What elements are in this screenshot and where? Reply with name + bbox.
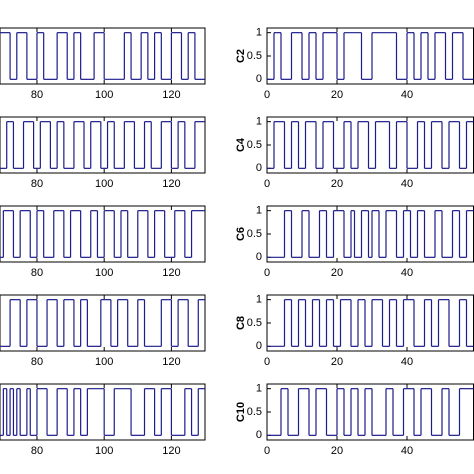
- y-tick-label: 0: [256, 162, 262, 174]
- axes-frame: [0, 116, 206, 174]
- y-tick-label: 1: [256, 205, 262, 217]
- axes-frame: [0, 383, 206, 441]
- x-tick-label: 20: [331, 89, 343, 101]
- y-tick-label: 0.5: [247, 406, 262, 418]
- y-tick-label: 1: [256, 27, 262, 39]
- y-tick-label: 0: [256, 251, 262, 263]
- x-tick-label: 40: [401, 178, 413, 190]
- y-tick-label: 0.5: [247, 317, 262, 329]
- x-tick-label: 40: [401, 267, 413, 279]
- x-tick-label: 0: [264, 445, 270, 457]
- axes-frame: [0, 27, 206, 85]
- x-tick-label: 0: [264, 89, 270, 101]
- x-tick-label: 80: [31, 89, 43, 101]
- x-tick-label: 20: [331, 267, 343, 279]
- x-tick-label: 120: [162, 267, 180, 279]
- y-tick-label: 0.5: [247, 139, 262, 151]
- x-tick-label: 20: [331, 178, 343, 190]
- y-axis-label: C2: [235, 49, 247, 63]
- axes-frame: [0, 205, 206, 263]
- axes-frame: [0, 294, 206, 352]
- y-axis-label: C8: [235, 316, 247, 330]
- x-tick-label: 20: [331, 356, 343, 368]
- y-tick-label: 1: [256, 294, 262, 306]
- x-tick-label: 40: [401, 445, 413, 457]
- x-tick-label: 80: [31, 178, 43, 190]
- x-tick-label: 100: [95, 89, 113, 101]
- x-tick-label: 100: [95, 267, 113, 279]
- x-tick-label: 80: [31, 445, 43, 457]
- x-tick-label: 120: [162, 89, 180, 101]
- x-tick-label: 20: [331, 445, 343, 457]
- y-tick-label: 1: [256, 383, 262, 395]
- y-axis-label: C4: [235, 137, 247, 152]
- x-tick-label: 0: [264, 356, 270, 368]
- y-axis-label: C6: [235, 227, 247, 241]
- y-tick-label: 1: [256, 116, 262, 128]
- y-tick-label: 0.5: [247, 228, 262, 240]
- axes-frame: [266, 27, 474, 85]
- x-tick-label: 100: [95, 445, 113, 457]
- y-tick-label: 0: [256, 73, 262, 85]
- x-tick-label: 100: [95, 356, 113, 368]
- y-tick-label: 0: [256, 429, 262, 441]
- x-tick-label: 120: [162, 356, 180, 368]
- x-tick-label: 120: [162, 445, 180, 457]
- x-tick-label: 100: [95, 178, 113, 190]
- x-tick-label: 0: [264, 267, 270, 279]
- x-tick-label: 40: [401, 89, 413, 101]
- x-tick-label: 80: [31, 356, 43, 368]
- y-tick-label: 0.5: [247, 50, 262, 62]
- x-tick-label: 80: [31, 267, 43, 279]
- x-tick-label: 120: [162, 178, 180, 190]
- x-tick-label: 0: [264, 178, 270, 190]
- y-axis-label: C10: [235, 402, 247, 422]
- y-tick-label: 0: [256, 340, 262, 352]
- x-tick-label: 40: [401, 356, 413, 368]
